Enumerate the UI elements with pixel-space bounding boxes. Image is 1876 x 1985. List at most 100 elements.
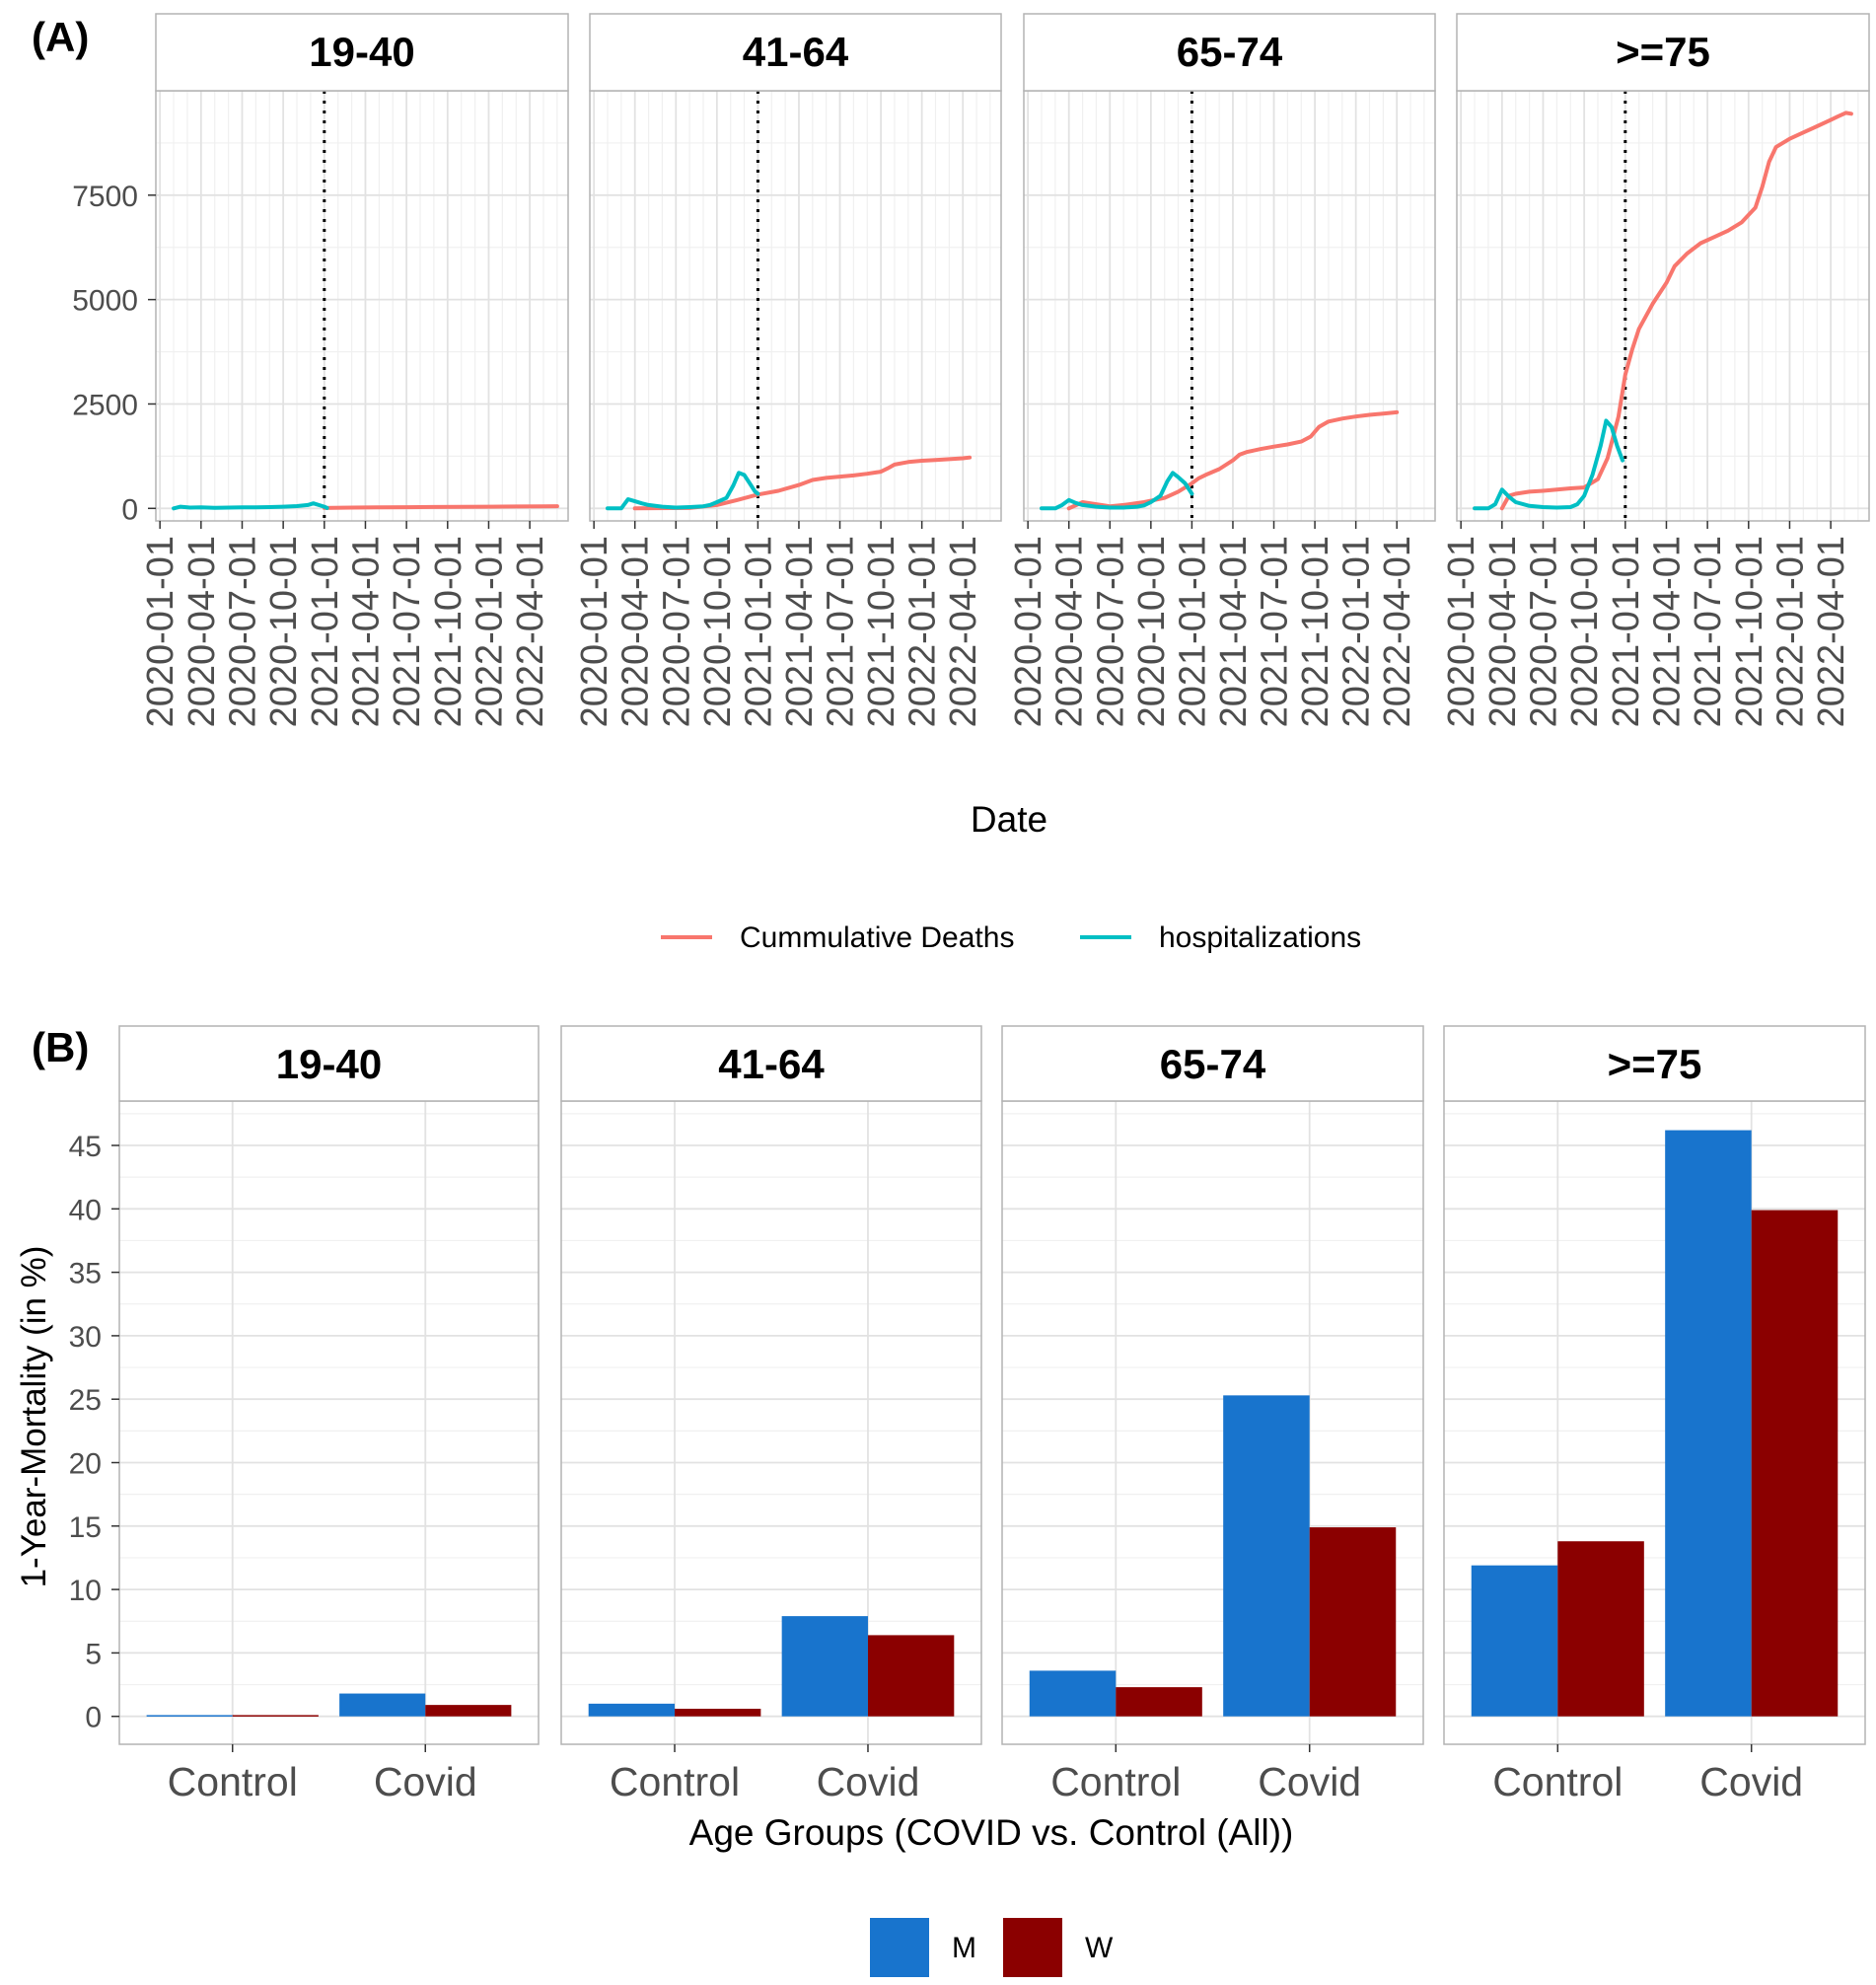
bar-m-covid-b-4	[1665, 1130, 1752, 1717]
bar-w-control-b-3	[1116, 1687, 1202, 1717]
bar-m-control-b-3	[1029, 1670, 1117, 1717]
x-tick-label-b-4: Covid	[1699, 1759, 1803, 1804]
y-tick-label-b: 45	[69, 1131, 102, 1163]
series-line-cumulative-deaths-a-4	[1499, 110, 1853, 511]
x-tick-label-a-2: 2020-01-01	[574, 536, 615, 727]
x-tick-label-a-2: 2021-10-01	[861, 536, 902, 727]
x-tick-label-a-1: 2021-10-01	[428, 536, 469, 727]
facet-label-b-4: >=75	[1608, 1041, 1702, 1087]
y-tick-label-b: 25	[69, 1384, 102, 1417]
facet-label-b-1: 19-40	[276, 1041, 382, 1087]
panel-bg-a-3	[1024, 91, 1435, 521]
x-tick-label-a-1: 2021-01-01	[305, 536, 346, 727]
x-tick-label-a-4: 2021-07-01	[1688, 536, 1729, 727]
x-tick-label-a-1: 2020-07-01	[222, 536, 263, 727]
bar-m-covid-b-3	[1223, 1395, 1310, 1717]
x-tick-label-a-2: 2020-04-01	[615, 536, 657, 727]
panel-b-tag: (B)	[32, 1024, 89, 1070]
bar-m-covid-b-1	[339, 1693, 426, 1717]
x-tick-label-a-3: 2020-01-01	[1008, 536, 1049, 727]
x-tick-label-a-1: 2020-01-01	[140, 536, 181, 727]
legend-key-w	[1003, 1918, 1062, 1977]
x-tick-label-a-1: 2021-07-01	[387, 536, 428, 727]
facet-strip-a-2	[589, 13, 1002, 92]
bar-w-control-b-1	[232, 1715, 319, 1717]
panel-bg-a-4	[1457, 91, 1869, 521]
panel-b-y-axis-title: 1-Year-Mortality (in %)	[15, 1246, 53, 1588]
x-tick-label-a-4: 2021-01-01	[1606, 536, 1647, 727]
x-tick-label-a-1: 2022-04-01	[510, 536, 551, 727]
facet-label-a-2: 41-64	[743, 29, 849, 75]
legend-label-hospitalizations: hospitalizations	[1159, 921, 1361, 954]
x-tick-label-b-2: Covid	[817, 1759, 920, 1804]
series-line-cumulative-deaths-a-1	[322, 504, 559, 510]
y-tick-label-b: 35	[69, 1258, 102, 1290]
bar-w-control-b-2	[675, 1708, 761, 1717]
x-tick-label-b-3: Control	[1050, 1759, 1181, 1804]
y-tick-label-a: 2500	[72, 389, 138, 421]
x-tick-label-a-2: 2022-04-01	[943, 536, 984, 727]
x-tick-label-a-3: 2020-04-01	[1049, 536, 1091, 727]
x-tick-label-a-4: 2022-01-01	[1769, 536, 1811, 727]
bar-w-control-b-4	[1557, 1541, 1644, 1717]
x-tick-label-a-1: 2021-04-01	[345, 536, 387, 727]
x-tick-label-a-1: 2020-10-01	[263, 536, 305, 727]
x-tick-label-a-3: 2021-07-01	[1255, 536, 1296, 727]
facet-strip-b-3	[1001, 1025, 1424, 1102]
bar-w-covid-b-1	[425, 1705, 512, 1717]
x-tick-label-b-1: Control	[168, 1759, 298, 1804]
bar-w-covid-b-2	[867, 1635, 955, 1717]
x-tick-label-a-4: 2020-01-01	[1441, 536, 1482, 727]
x-tick-label-a-2: 2022-01-01	[902, 536, 944, 727]
panel-a-tag: (A)	[32, 14, 89, 60]
series-line-hospitalizations-a-2	[606, 471, 760, 511]
x-tick-label-a-4: 2021-10-01	[1729, 536, 1770, 727]
facet-strip-b-2	[560, 1025, 982, 1102]
panel-bg-a-1	[156, 91, 568, 521]
x-tick-label-b-2: Control	[610, 1759, 740, 1804]
y-tick-label-a: 7500	[72, 181, 138, 213]
y-tick-label-b: 20	[69, 1448, 102, 1481]
x-tick-label-a-2: 2021-07-01	[821, 536, 862, 727]
bar-m-control-b-1	[146, 1715, 233, 1717]
legend-label-w: W	[1085, 1932, 1114, 1964]
x-tick-label-a-1: 2020-04-01	[181, 536, 223, 727]
legend-label-cumulative-deaths: Cummulative Deaths	[740, 921, 1014, 954]
bar-m-control-b-2	[588, 1703, 676, 1717]
x-tick-label-a-2: 2020-10-01	[697, 536, 739, 727]
panel-bg-a-2	[590, 91, 1001, 521]
y-tick-label-b: 30	[69, 1321, 102, 1354]
facet-strip-a-3	[1023, 13, 1436, 92]
x-tick-label-a-3: 2021-04-01	[1213, 536, 1255, 727]
panel-b-bar-charts: 19-40 Control Covid 41-64 Control Covid 65-74 C…	[69, 1025, 1866, 1804]
facet-strip-b-4	[1443, 1025, 1866, 1102]
x-tick-label-a-4: 2020-04-01	[1482, 536, 1524, 727]
y-tick-label-a: 0	[121, 493, 138, 526]
x-tick-label-a-4: 2022-04-01	[1811, 536, 1852, 727]
facet-strip-a-1	[155, 13, 569, 92]
x-tick-label-a-4: 2020-07-01	[1523, 536, 1564, 727]
x-tick-label-a-4: 2021-04-01	[1646, 536, 1688, 727]
panel-a-legend: Cummulative Deaths hospitalizations	[661, 921, 1361, 954]
y-tick-label-b: 5	[85, 1638, 102, 1670]
series-line-cumulative-deaths-a-3	[1066, 409, 1400, 511]
series-line-hospitalizations-a-3	[1040, 471, 1194, 511]
x-tick-label-a-3: 2021-10-01	[1295, 536, 1336, 727]
panel-b-x-axis-title: Age Groups (COVID vs. Control (All))	[689, 1812, 1294, 1853]
series-line-cumulative-deaths-a-2	[632, 455, 973, 511]
y-tick-label-b: 40	[69, 1194, 102, 1226]
x-tick-label-a-3: 2021-01-01	[1172, 536, 1213, 727]
x-tick-label-b-4: Control	[1492, 1759, 1623, 1804]
series-line-hospitalizations-a-1	[172, 501, 329, 511]
x-tick-label-a-4: 2020-10-01	[1564, 536, 1606, 727]
y-tick-label-a: 5000	[72, 285, 138, 318]
bar-m-covid-b-2	[781, 1616, 868, 1717]
facet-label-b-3: 65-74	[1160, 1041, 1266, 1087]
facet-strip-a-4	[1456, 13, 1870, 92]
series-line-hospitalizations-a-4	[1473, 418, 1624, 511]
x-tick-label-a-2: 2021-01-01	[738, 536, 779, 727]
x-tick-label-b-1: Covid	[374, 1759, 477, 1804]
legend-label-m: M	[952, 1932, 976, 1964]
